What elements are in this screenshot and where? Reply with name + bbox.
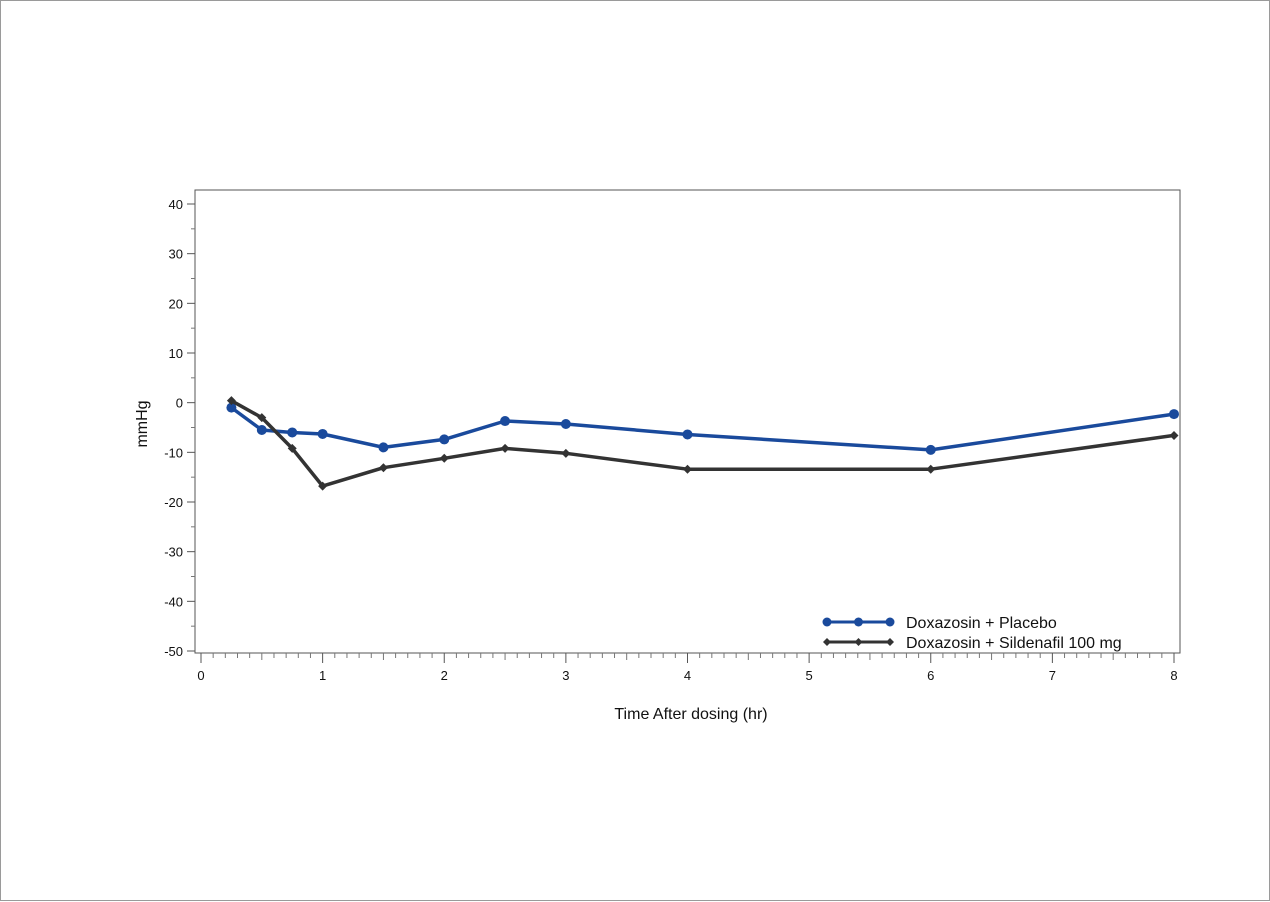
- x-tick-label: 2: [441, 668, 448, 683]
- data-point: [560, 419, 571, 430]
- data-point: [226, 396, 236, 406]
- y-tick-label: -10: [164, 445, 183, 460]
- data-point: [925, 444, 936, 455]
- data-point: [256, 424, 267, 435]
- x-axis-title: Time After dosing (hr): [614, 706, 767, 723]
- legend-label: Doxazosin + Placebo: [906, 615, 1057, 632]
- plot-area-border: [194, 189, 1181, 654]
- series-layer: [226, 396, 1179, 491]
- data-point: [439, 434, 450, 445]
- y-tick-label: -20: [164, 495, 183, 510]
- data-point: [318, 481, 328, 491]
- legend-marker: [854, 617, 863, 627]
- y-tick-label: -30: [164, 545, 183, 560]
- y-tick-label: 20: [169, 296, 183, 311]
- x-axis: 0 1 2 3 4 5 6 7 8: [195, 652, 1180, 683]
- x-tick-label: 4: [684, 668, 691, 683]
- data-point: [226, 402, 237, 413]
- x-tick-label: 5: [806, 668, 813, 683]
- y-tick-label: -50: [164, 644, 183, 659]
- y-tick-label: -40: [164, 594, 183, 609]
- x-tick-label: 1: [319, 668, 326, 683]
- data-point: [378, 442, 389, 453]
- data-point: [257, 413, 267, 423]
- series-2: [226, 396, 1179, 491]
- data-point: [561, 448, 571, 458]
- y-axis-title: mmHg: [134, 400, 151, 447]
- y-tick-label: 0: [176, 396, 183, 411]
- data-point: [1169, 430, 1179, 440]
- series-1: [226, 402, 1179, 455]
- legend-marker: [886, 638, 894, 646]
- legend-marker: [854, 638, 863, 646]
- data-point: [317, 428, 328, 439]
- legend-label: Doxazosin + Sildenafil 100 mg: [906, 635, 1122, 652]
- data-point: [926, 464, 936, 474]
- data-point: [439, 453, 449, 463]
- x-tick-label: 3: [562, 668, 569, 683]
- x-tick-label: 0: [197, 668, 204, 683]
- legend-marker: [885, 617, 895, 627]
- y-tick-label: 10: [169, 346, 183, 361]
- x-tick-label: 7: [1049, 668, 1056, 683]
- y-axis: 40 30 20 10 0 -10 -20 -30 -40 -50: [164, 190, 196, 659]
- data-point: [287, 427, 298, 438]
- data-point: [378, 463, 388, 473]
- data-point: [682, 429, 693, 440]
- y-tick-label: 40: [169, 197, 183, 212]
- x-tick-label: 8: [1170, 668, 1177, 683]
- data-point: [1169, 409, 1179, 420]
- legend: Doxazosin + Placebo Doxazosin + Sildenafi…: [822, 615, 1122, 652]
- x-tick-label: 6: [927, 668, 934, 683]
- y-tick-label: 30: [169, 247, 183, 262]
- data-point: [500, 443, 510, 453]
- data-point: [683, 464, 692, 474]
- data-point: [500, 416, 511, 427]
- legend-marker: [822, 617, 832, 627]
- data-point: [287, 443, 297, 453]
- legend-marker: [823, 638, 831, 646]
- series-line: [230, 406, 1175, 452]
